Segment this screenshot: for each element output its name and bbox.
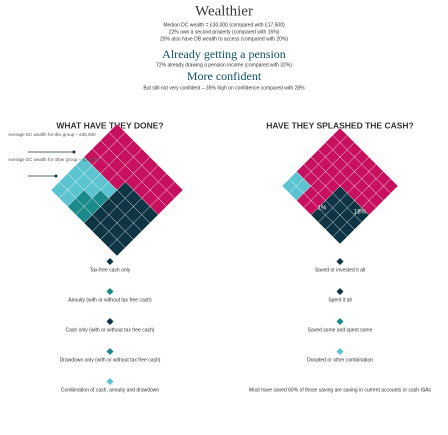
legend-label: Combination of cash, annuity and drawdow…	[61, 387, 160, 393]
section-title: Already getting a pension	[162, 47, 286, 61]
legend-label: Cash only (with or without tax free cash…	[66, 327, 155, 333]
diamond	[50, 123, 184, 257]
column-heading: HAVE THEY SPLASHED THE CASH?	[266, 120, 414, 130]
label: Average DC wealth for other group – £23,…	[8, 157, 99, 162]
legend-label: Spent it all	[328, 297, 351, 303]
cell	[108, 239, 126, 257]
legend-marker	[336, 318, 344, 325]
legend-marker	[336, 258, 344, 265]
label: Average DC wealth for this group – £35,0…	[8, 132, 96, 137]
legend-marker	[106, 348, 114, 355]
legend-label: Saved some and spent some	[308, 327, 373, 333]
note: 72% already drawing a pension income (co…	[156, 62, 292, 68]
note: 25% also have DB wealth to access (compa…	[160, 36, 288, 42]
legend-marker	[336, 348, 344, 355]
note: But still not very confident – 35% high …	[143, 85, 305, 91]
legend-label: Saved or invested it all	[315, 267, 365, 273]
legend-label: Most have saved 60% of those saving are …	[249, 387, 432, 393]
legend-label: Donated or other combination	[307, 357, 373, 363]
legend-label: Tax-free cash only	[90, 267, 131, 273]
percent-label: 18%	[354, 210, 367, 216]
note: 22% own a second property (compared with…	[169, 29, 280, 35]
legend-marker	[106, 318, 114, 325]
legend-marker	[106, 378, 114, 385]
legend-label: Annuity (with or without tax free cash)	[68, 297, 152, 303]
legend-label: Drawdown only (with or without tax free …	[60, 357, 161, 363]
section-title: More confident	[187, 69, 262, 83]
note: Median DC wealth = £30,000 (compared wit…	[163, 22, 285, 28]
title: Wealthier	[195, 3, 253, 19]
pointer-dot	[72, 150, 76, 154]
cell	[332, 229, 348, 245]
legend-marker	[106, 258, 114, 265]
legend-marker	[336, 288, 344, 295]
legend-marker	[106, 288, 114, 295]
column-heading: WHAT HAVE THEY DONE?	[56, 120, 163, 130]
pointer-dot	[54, 174, 58, 178]
diamond	[281, 127, 399, 245]
percent-label: 1%	[318, 206, 327, 212]
